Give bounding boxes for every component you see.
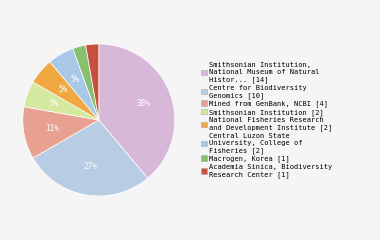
Legend: Smithsonian Institution,
National Museum of Natural
Histor... [14], Centre for B: Smithsonian Institution, National Museum… xyxy=(201,62,332,178)
Text: 5%: 5% xyxy=(58,85,67,94)
Text: 5%: 5% xyxy=(71,75,80,84)
Wedge shape xyxy=(33,62,99,120)
Text: 38%: 38% xyxy=(136,99,150,108)
Wedge shape xyxy=(24,82,99,120)
Text: 11%: 11% xyxy=(46,124,59,133)
Text: 5%: 5% xyxy=(50,99,59,108)
Text: 27%: 27% xyxy=(84,162,98,171)
Wedge shape xyxy=(33,120,148,196)
Wedge shape xyxy=(86,44,99,120)
Wedge shape xyxy=(50,48,99,120)
Wedge shape xyxy=(23,107,99,158)
Wedge shape xyxy=(73,45,99,120)
Wedge shape xyxy=(99,44,175,178)
